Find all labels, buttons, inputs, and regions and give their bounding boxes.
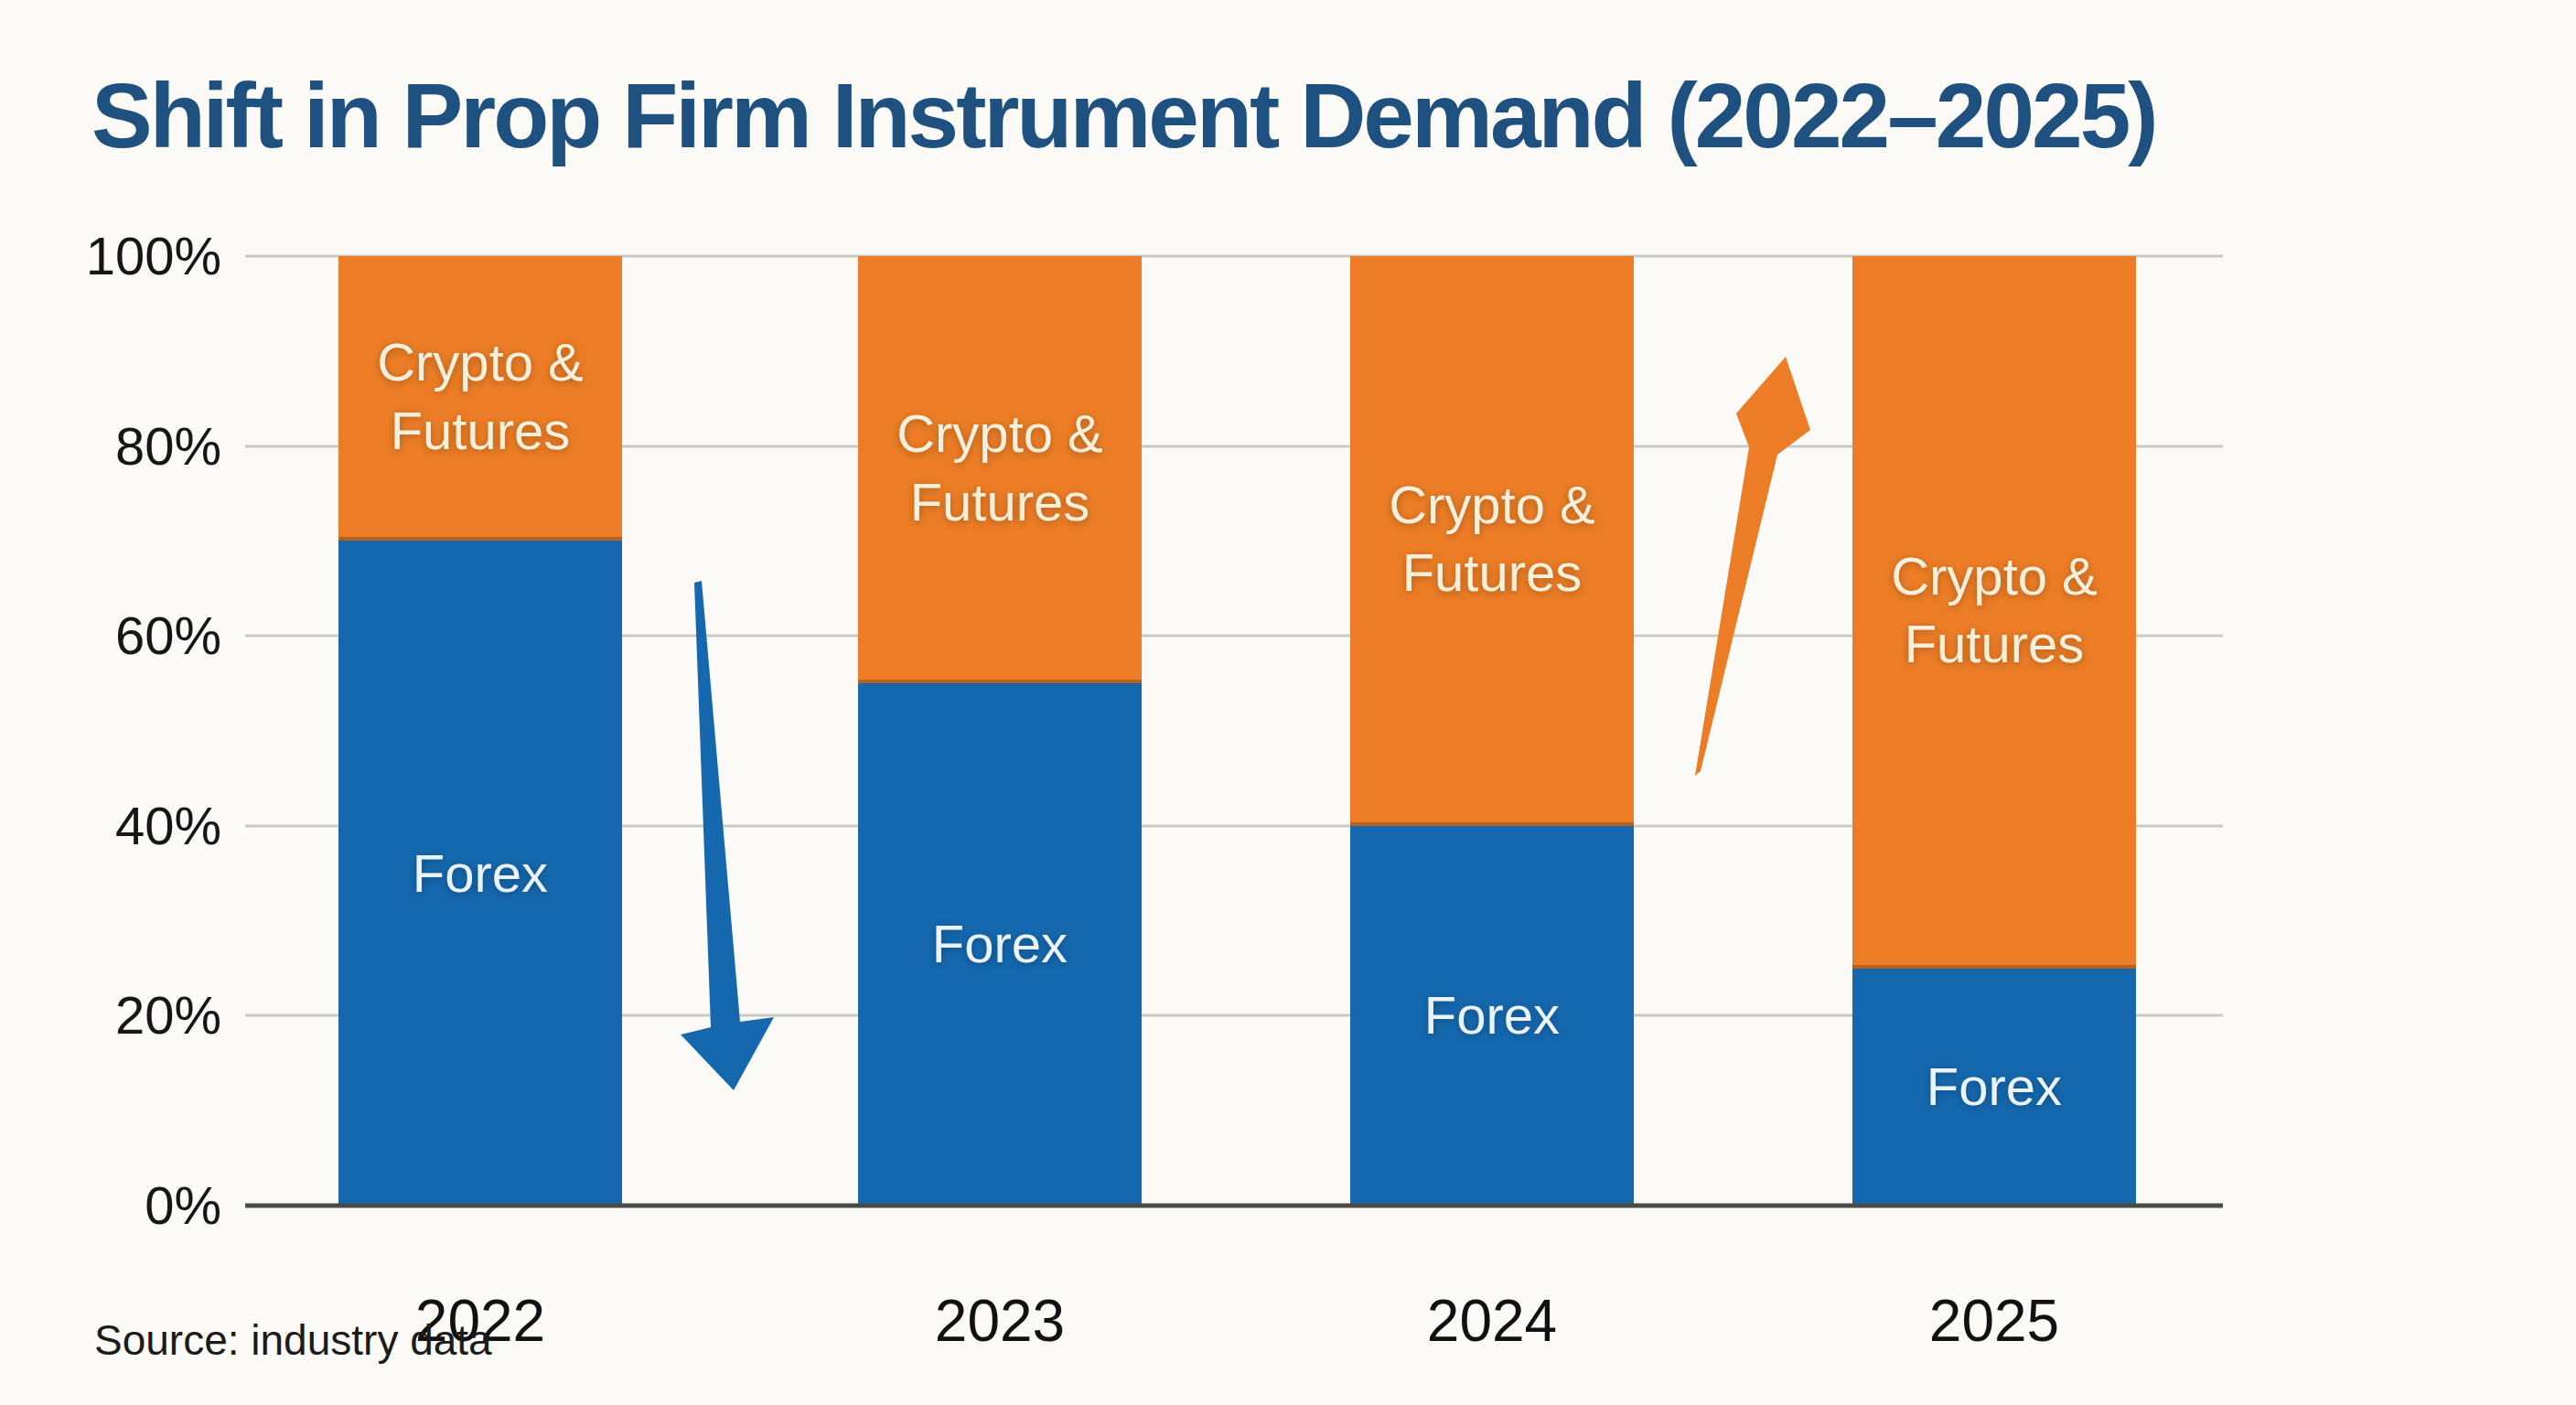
x-tick-label-2024: 2024 [1355, 1292, 1629, 1350]
segment-2024-crypto-futures: Crypto & Futures [1350, 256, 1634, 826]
bar-segment-label: Crypto & Futures [863, 400, 1137, 535]
chart-title: Shift in Prop Firm Instrument Demand (20… [91, 68, 2488, 164]
segment-2023-forex: Forex [858, 683, 1142, 1206]
bar-segment-label: Forex [1424, 981, 1560, 1049]
segment-2023-crypto-futures: Crypto & Futures [858, 256, 1142, 683]
segment-2024-forex: Forex [1350, 826, 1634, 1206]
segment-2022-crypto-futures: Crypto & Futures [338, 256, 622, 541]
plot-area: 0%20%40%60%80%100%ForexCrypto & FuturesF… [245, 256, 2223, 1206]
bar-2025: Forex Crypto & Futures [1852, 256, 2136, 1206]
segment-2022-forex: Forex [338, 541, 622, 1206]
y-tick-label-20: 20% [0, 989, 221, 1042]
y-tick-label-0: 0% [0, 1179, 221, 1232]
bar-2022: Forex Crypto & Futures [338, 256, 622, 1206]
bar-segment-label: Forex [932, 910, 1068, 978]
bar-segment-label: Crypto & Futures [1355, 471, 1629, 606]
chart-canvas: Shift in Prop Firm Instrument Demand (20… [0, 0, 2576, 1405]
y-tick-label-60: 60% [0, 609, 221, 662]
x-tick-label-2023: 2023 [863, 1292, 1137, 1350]
bar-segment-label: Crypto & Futures [343, 328, 617, 464]
x-axis-line [245, 1204, 2223, 1208]
bar-segment-label: Forex [413, 840, 548, 907]
y-tick-label-40: 40% [0, 799, 221, 853]
source-note: Source: industry data [94, 1315, 492, 1365]
x-axis-labels: 2022202320242025 [245, 1206, 2223, 1389]
x-tick-label-2025: 2025 [1857, 1292, 2131, 1350]
bar-segment-label: Crypto & Futures [1857, 542, 2131, 678]
y-tick-label-80: 80% [0, 420, 221, 473]
bar-2024: Forex Crypto & Futures [1350, 256, 1634, 1206]
bar-2023: Forex Crypto & Futures [858, 256, 1142, 1206]
segment-2025-forex: Forex [1852, 969, 2136, 1207]
bar-segment-label: Forex [1927, 1053, 2062, 1121]
y-tick-label-100: 100% [0, 230, 221, 283]
segment-2025-crypto-futures: Crypto & Futures [1852, 256, 2136, 969]
